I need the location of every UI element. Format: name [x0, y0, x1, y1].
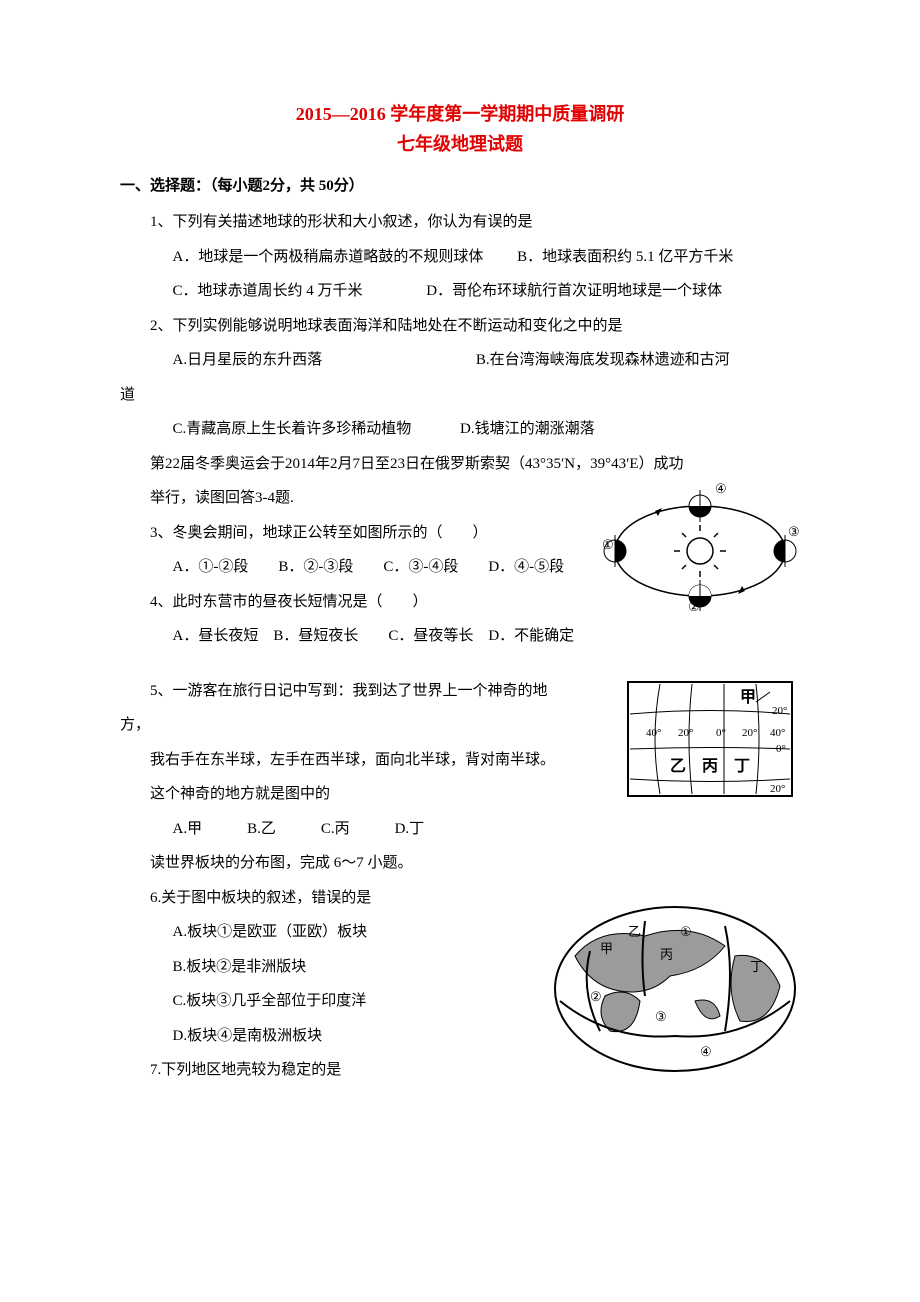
svg-text:乙: 乙 [670, 758, 686, 775]
q1-opt-cd: C．地球赤道周长约 4 万千米 D．哥伦布环球航行首次证明地球是一个球体 [173, 274, 801, 309]
q2-opt-a: A.日月星辰的东升西落 [173, 352, 323, 368]
figure-world-plates: 甲 乙 丙 丁 ① ② ③ ④ [550, 901, 800, 1076]
svg-text:0°: 0° [776, 743, 786, 755]
q2-opt-ab: A.日月星辰的东升西落 B.在台湾海峡海底发现森林遗迹和古河 [173, 343, 801, 378]
orbit-mark-3: ③ [788, 524, 800, 539]
q2-opt-c: C.青藏高原上生长着许多珍稀动植物 [173, 421, 412, 437]
q1-opt-c: C．地球赤道周长约 4 万千米 [173, 283, 363, 299]
svg-text:20°: 20° [678, 727, 693, 739]
q5-line1: 5、一游客在旅行日记中写到：我到达了世界上一个神奇的地方， [120, 674, 560, 743]
svg-text:丙: 丙 [702, 757, 718, 775]
q1-opt-d: D．哥伦布环球航行首次证明地球是一个球体 [426, 283, 722, 299]
q6-opt-a: A.板块①是欧亚（亚欧）板块 [173, 915, 593, 950]
svg-text:乙: 乙 [628, 924, 641, 939]
q6-7-lead: 读世界板块的分布图，完成 6～7 小题。 [120, 846, 800, 881]
q2-opt-d: D.钱塘江的潮涨潮落 [460, 421, 595, 437]
context-34-line1: 第22届冬季奥运会于2014年2月7日至23日在俄罗斯索契（43°35′N，39… [120, 447, 800, 482]
q4-opts: A．昼长夜短 B．昼短夜长 C．昼夜等长 D．不能确定 [173, 619, 801, 654]
figure-lonlat-grid: 甲 乙 丙 丁 40° 20° 0° 20° 40° 20° 0° 20° [620, 674, 800, 804]
svg-text:甲: 甲 [600, 941, 613, 956]
svg-text:③: ③ [655, 1009, 667, 1024]
title-line-2: 七年级地理试题 [120, 130, 800, 156]
q3-stem: 3、冬奥会期间，地球正公转至如图所示的（ ） [120, 516, 560, 551]
q5-opts: A.甲 B.乙 C.丙 D.丁 [173, 812, 801, 847]
section-1-heading: 一、选择题：（每小题2分，共 50分） [120, 174, 800, 195]
svg-text:20°: 20° [742, 727, 757, 739]
q2-opt-cd: C.青藏高原上生长着许多珍稀动植物 D.钱塘江的潮涨潮落 [173, 412, 801, 447]
spacer [120, 654, 800, 674]
svg-text:40°: 40° [646, 727, 661, 739]
q5-line3: 这个神奇的地方就是图中的 [150, 777, 590, 812]
q2-opt-b: B.在台湾海峡海底发现森林遗迹和古河 [476, 352, 730, 368]
q5-line2: 我右手在东半球，左手在西半球，面向北半球，背对南半球。 [150, 743, 590, 778]
q1-opt-a: A．地球是一个两极稍扁赤道略鼓的不规则球体 [173, 249, 484, 265]
svg-text:甲: 甲 [740, 688, 756, 706]
q2-stem: 2、下列实例能够说明地球表面海洋和陆地处在不断运动和变化之中的是 [120, 309, 800, 344]
q1-stem: 1、下列有关描述地球的形状和大小叙述，你认为有误的是 [120, 205, 800, 240]
context-34-line2: 举行，读图回答3-4题. [120, 481, 560, 516]
svg-text:丙: 丙 [660, 947, 673, 962]
q1-opt-ab: A．地球是一个两极稍扁赤道略鼓的不规则球体 B．地球表面积约 5.1 亿平方千米 [173, 240, 801, 275]
q6-stem: 6.关于图中板块的叙述，错误的是 [120, 881, 540, 916]
svg-text:40°: 40° [770, 727, 785, 739]
svg-text:0°: 0° [716, 727, 726, 739]
q1-opt-b: B．地球表面积约 5.1 亿平方千米 [517, 249, 733, 265]
svg-text:①: ① [680, 924, 692, 939]
q2-opt-b-tail: 道 [120, 378, 800, 413]
title-line-1: 2015—2016 学年度第一学期期中质量调研 [120, 100, 800, 126]
svg-text:④: ④ [700, 1044, 712, 1059]
q3-opts: A．①-②段 B．②-③段 C．③-④段 D．④-⑤段 [173, 550, 613, 585]
svg-text:丁: 丁 [734, 758, 750, 775]
svg-text:②: ② [590, 989, 602, 1004]
orbit-mark-1: ① [602, 537, 614, 552]
svg-text:丁: 丁 [750, 959, 763, 974]
figure-orbit: ① ② ③ ④ [600, 481, 800, 611]
svg-text:20°: 20° [770, 783, 785, 795]
orbit-mark-2: ② [688, 599, 700, 611]
q6-opt-d: D.板块④是南极洲板块 [173, 1019, 593, 1054]
svg-text:20°: 20° [772, 705, 787, 717]
orbit-mark-4: ④ [715, 481, 727, 496]
q6-opt-b: B.板块②是非洲版块 [173, 950, 593, 985]
q6-opt-c: C.板块③几乎全部位于印度洋 [173, 984, 593, 1019]
